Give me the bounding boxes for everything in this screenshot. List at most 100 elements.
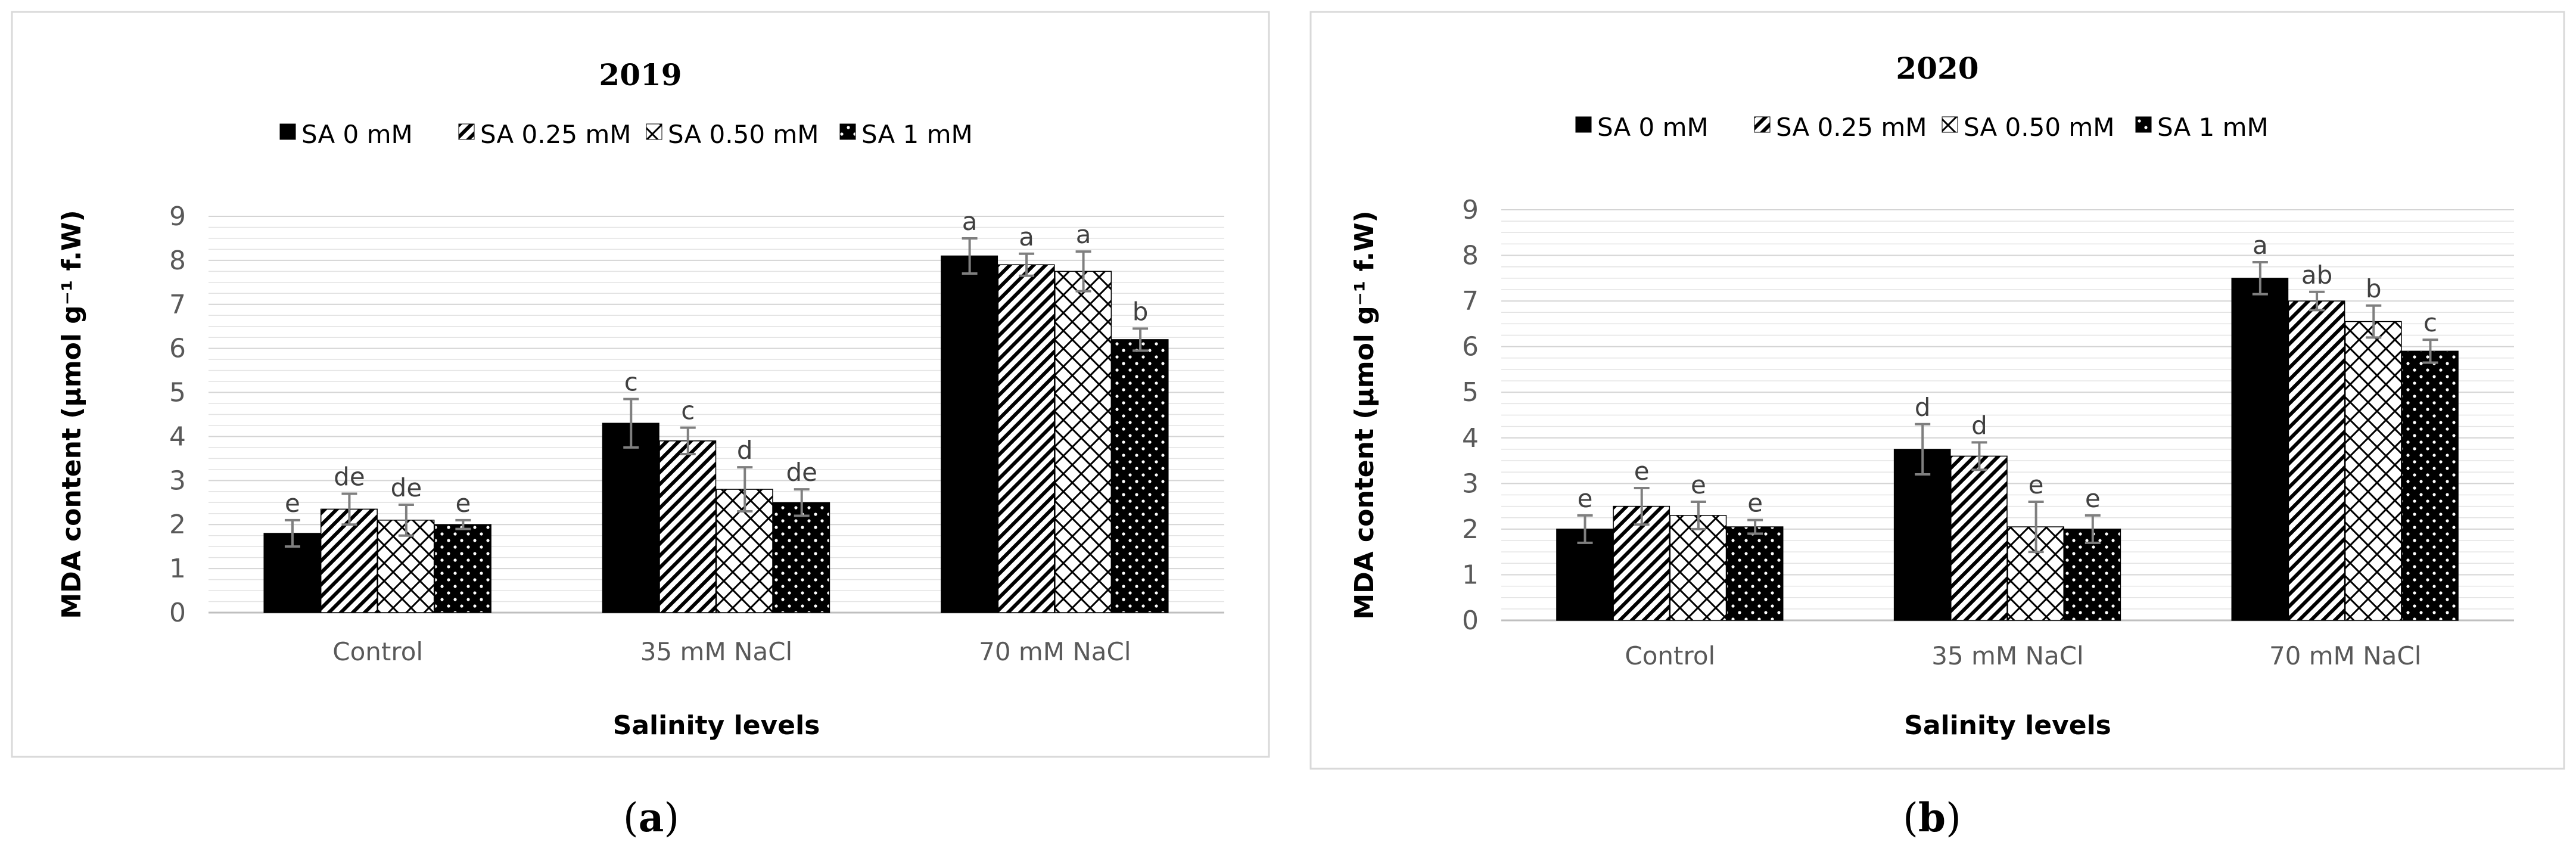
significance-letter: e [455, 489, 471, 518]
significance-letter: c [681, 396, 695, 425]
significance-letter: de [334, 462, 365, 492]
x-axis-title: Salinity levels [613, 710, 820, 741]
significance-letter: a [1019, 222, 1034, 251]
y-tick-label: 6 [169, 334, 186, 364]
bar [2344, 321, 2402, 621]
panel-label-close: ) [1946, 795, 1961, 841]
bar [1054, 271, 1112, 613]
chart-title: 2020 [1896, 51, 1978, 86]
y-tick-label: 2 [169, 510, 186, 540]
legend-swatch [279, 123, 296, 140]
panel-label-open: ( [1903, 795, 1918, 841]
bar [2064, 529, 2121, 621]
significance-letter: ab [2301, 260, 2332, 290]
legend-swatch [839, 123, 856, 140]
y-tick-label: 3 [1462, 468, 1479, 499]
y-tick-label: 7 [169, 290, 186, 320]
y-tick-label: 1 [1462, 560, 1479, 590]
category-label: Control [332, 637, 423, 666]
category-label: 35 mM NaCl [1931, 641, 2083, 670]
bar [941, 255, 998, 613]
y-tick-label: 6 [1462, 332, 1479, 362]
category-label: 70 mM NaCl [979, 637, 1131, 666]
significance-letter: a [2253, 231, 2268, 260]
bar [320, 508, 378, 613]
y-tick-label: 0 [169, 598, 186, 628]
legend-label: SA 0 mM [301, 120, 413, 149]
bar [1950, 455, 2008, 621]
panel-label: (a) [623, 794, 679, 841]
category-label: 70 mM NaCl [2269, 641, 2421, 670]
panel-label-close: ) [664, 795, 679, 841]
panel-label: (b) [1903, 794, 1961, 841]
bar [1726, 526, 1784, 621]
legend-label: SA 1 mM [861, 120, 973, 149]
significance-letter: de [786, 458, 817, 487]
significance-letter: b [1133, 297, 1149, 326]
legend-label: SA 0.25 mM [1776, 113, 1927, 142]
bar [2401, 350, 2459, 621]
y-tick-label: 4 [1462, 423, 1479, 453]
panel-label-letter: b [1918, 794, 1946, 841]
significance-letter: c [2423, 308, 2437, 337]
category-label: 35 mM NaCl [640, 637, 792, 666]
bar [659, 440, 717, 613]
x-axis-title: Salinity levels [1904, 710, 2111, 741]
panel-a: 2019 SA 0 mM SA 0.25 mM SA 0.50 mM SA 1 mM 0 1… [11, 11, 1270, 841]
bar [1111, 339, 1169, 613]
bar [1556, 529, 1613, 621]
y-tick-label: 5 [1462, 377, 1479, 408]
legend-label: SA 0.50 mM [1964, 113, 2115, 142]
significance-letter: de [391, 473, 422, 502]
y-tick-label: 0 [1462, 605, 1479, 636]
y-tick-label: 9 [1462, 195, 1479, 225]
y-tick-label: 4 [169, 421, 186, 452]
significance-letter: e [2029, 470, 2044, 499]
significance-letter: e [2085, 484, 2101, 513]
bar [2288, 300, 2345, 621]
legend-swatch [458, 123, 475, 140]
significance-letter: e [1634, 456, 1650, 486]
significance-letter: d [737, 436, 753, 465]
significance-letter: e [285, 489, 300, 518]
significance-letter: b [2366, 274, 2382, 303]
bar [602, 423, 659, 613]
bar [997, 264, 1055, 613]
y-axis-title: MDA content (μmol g⁻¹ f.W) [1349, 210, 1380, 619]
significance-letter: e [1578, 484, 1593, 513]
chart-title: 2019 [599, 57, 682, 92]
y-tick-label: 8 [169, 246, 186, 276]
legend-label: SA 1 mM [2157, 113, 2269, 142]
legend-swatch [2135, 116, 2152, 133]
legend-swatch [1575, 116, 1592, 133]
significance-letter: d [1971, 411, 1987, 440]
y-tick-label: 5 [169, 378, 186, 408]
legend-swatch [646, 123, 662, 140]
legend-label: SA 0.50 mM [668, 120, 819, 149]
y-tick-label: 1 [169, 554, 186, 584]
y-tick-label: 9 [169, 201, 186, 232]
significance-letter: a [962, 207, 978, 236]
significance-letter: e [1691, 470, 1706, 499]
y-tick-label: 3 [169, 465, 186, 496]
bar [2231, 278, 2289, 621]
significance-letter: a [1076, 220, 1091, 249]
y-tick-label: 7 [1462, 286, 1479, 316]
significance-letter: c [624, 368, 638, 397]
panel-label-open: ( [623, 795, 639, 841]
bar [1893, 449, 1951, 621]
bar [434, 524, 491, 613]
category-label: Control [1625, 641, 1715, 670]
y-tick-label: 2 [1462, 514, 1479, 545]
legend-label: SA 0.25 mM [480, 120, 631, 149]
legend-label: SA 0 mM [1597, 113, 1709, 142]
y-axis-title: MDA content (μmol g⁻¹ f.W) [57, 210, 87, 619]
panel-b: 2020 SA 0 mM SA 0.25 mM SA 0.50 mM SA 1 mM 0 1… [1309, 11, 2565, 841]
bar [773, 502, 830, 613]
y-tick-label: 8 [1462, 241, 1479, 271]
legend-swatch [1942, 116, 1958, 133]
significance-letter: d [1915, 393, 1931, 422]
panel-label-letter: a [639, 794, 664, 841]
significance-letter: e [1747, 489, 1763, 518]
